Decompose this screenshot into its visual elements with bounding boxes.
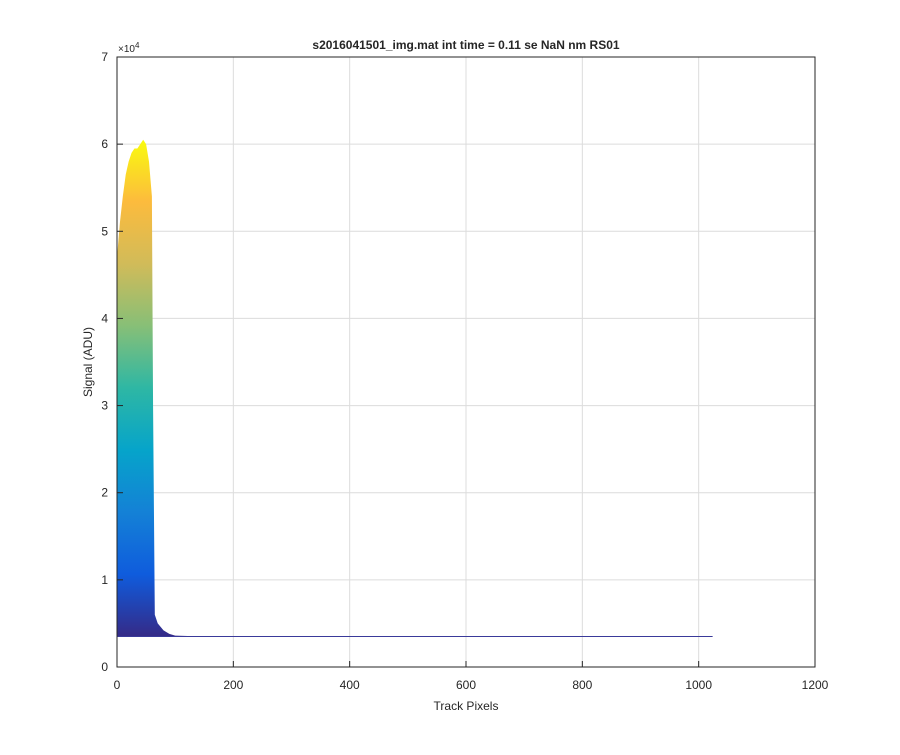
x-tick-label: 0 [114,678,121,692]
x-tick-label: 800 [572,678,592,692]
y-tick-label: 4 [101,311,108,325]
y-tick-label: 6 [101,137,108,151]
x-tick-label: 200 [223,678,243,692]
x-axis-label: Track Pixels [434,699,499,713]
y-tick-label: 3 [101,399,108,413]
y-tick-label: 7 [101,50,108,64]
x-tick-label: 600 [456,678,476,692]
x-tick-label: 1000 [685,678,712,692]
y-multiplier-power: 4 [135,41,140,50]
x-tick-label: 400 [340,678,360,692]
y-axis-label: Signal (ADU) [81,327,95,397]
y-tick-label: 0 [101,660,108,674]
y-tick-label: 1 [101,573,108,587]
y-multiplier-base: ×10 [118,44,135,55]
chart-title: s2016041501_img.mat int time = 0.11 se N… [312,38,619,52]
x-tick-label: 1200 [802,678,829,692]
y-tick-label: 2 [101,486,108,500]
y-tick-label: 5 [101,224,108,238]
y-multiplier: ×104 [118,41,140,55]
